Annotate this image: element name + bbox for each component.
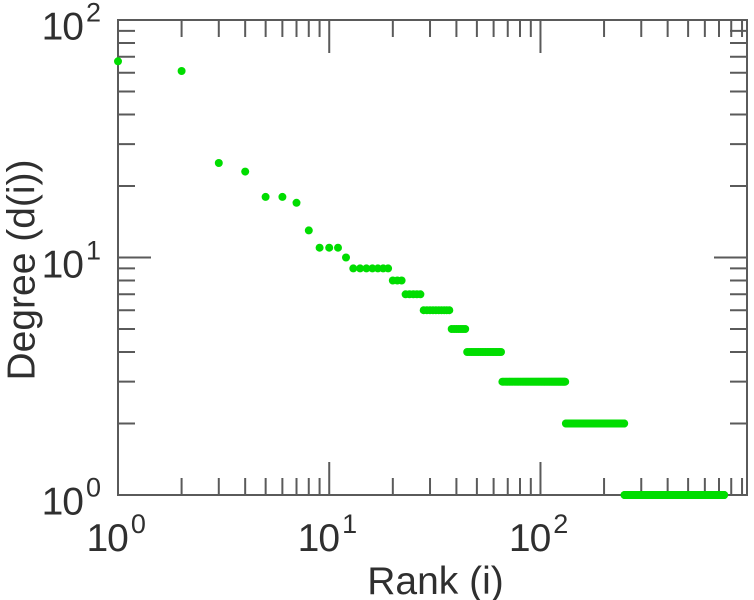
x-axis-ticks — [117, 20, 744, 495]
data-point — [214, 159, 223, 167]
x-tick-label: 10 0 — [86, 511, 145, 560]
data-point — [384, 264, 393, 273]
data-point — [241, 167, 250, 176]
data-point — [356, 264, 365, 273]
data-point — [315, 243, 324, 252]
tick-label-exponent: 1 — [342, 509, 357, 539]
data-point — [177, 67, 186, 75]
data-point — [342, 253, 350, 262]
y-axis-title: Degree (d(i)) — [0, 158, 44, 381]
tick-label-base: 10 — [297, 517, 340, 560]
tick-label-exponent: 2 — [553, 509, 568, 539]
tick-label-base: 10 — [41, 243, 84, 286]
tick-label-base: 10 — [41, 480, 84, 524]
data-point — [304, 226, 313, 235]
x-axis-title: Rank (i) — [367, 560, 504, 600]
data-point — [278, 192, 287, 201]
tick-label-base: 10 — [508, 517, 551, 560]
data-point — [461, 325, 470, 333]
plot-frame — [117, 19, 748, 496]
tick-label-exponent: 0 — [130, 509, 146, 539]
data-point — [349, 264, 358, 273]
data-point — [261, 192, 270, 201]
x-tick-label: 10 1 — [297, 511, 357, 560]
data-point — [397, 276, 406, 285]
data-point — [362, 264, 371, 273]
data-point — [561, 377, 570, 386]
data-point — [416, 290, 425, 299]
scatter-series — [114, 57, 729, 499]
data-point — [445, 306, 454, 315]
data-point — [368, 264, 377, 273]
y-tick-label: 10 0 — [41, 474, 101, 524]
data-point — [720, 491, 729, 499]
data-point — [620, 419, 629, 428]
data-point — [497, 348, 505, 356]
y-tick-label: 10 1 — [41, 237, 101, 286]
y-tick-label: 10 2 — [41, 0, 101, 49]
data-point — [114, 57, 122, 66]
tick-label-exponent: 1 — [85, 235, 101, 265]
data-point — [325, 243, 334, 252]
y-axis-ticks — [118, 19, 747, 496]
data-point — [292, 198, 301, 207]
tick-label-exponent: 0 — [85, 472, 101, 503]
data-point — [334, 243, 342, 252]
tick-label-base: 10 — [86, 517, 128, 560]
tick-label-base: 10 — [41, 5, 84, 49]
x-tick-label: 10 2 — [508, 511, 568, 560]
tick-label-exponent: 2 — [85, 0, 101, 28]
